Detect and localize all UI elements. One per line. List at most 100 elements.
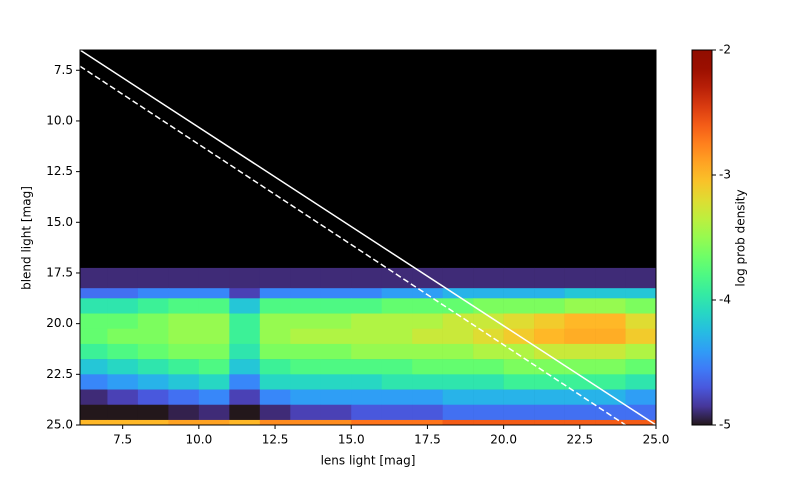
heatmap-cell (229, 313, 261, 330)
heatmap-cell (198, 359, 230, 375)
heatmap-cell (290, 359, 322, 375)
heatmap-cell (442, 298, 474, 314)
reference-line (79, 49, 657, 426)
heatmap-cell (259, 419, 291, 426)
heatmap-cell (137, 343, 169, 360)
heatmap-cell (381, 389, 413, 406)
heatmap-cell (442, 343, 474, 360)
heatmap-cell (381, 313, 413, 330)
reference-line (79, 65, 626, 426)
heatmap-cell (137, 359, 169, 375)
heatmap-cell (564, 298, 596, 314)
heatmap-cell (320, 374, 352, 390)
heatmap-cell (351, 288, 383, 299)
heatmap-cell (80, 267, 108, 289)
heatmap-cell (320, 288, 352, 299)
heatmap-cell (564, 359, 596, 375)
heatmap-cell (290, 288, 322, 299)
x-tick-label: 25.0 (643, 433, 670, 447)
heatmap-cell (229, 343, 261, 360)
x-tick-label: 7.5 (113, 433, 132, 447)
heatmap-cell (564, 374, 596, 390)
heatmap-cell (534, 359, 565, 375)
heatmap-cell (442, 267, 474, 289)
heatmap-cell (625, 374, 657, 390)
heatmap-cell (137, 288, 169, 299)
heatmap-cell (137, 328, 169, 345)
heatmap-cell (320, 389, 352, 406)
heatmap-cell (80, 328, 108, 345)
heatmap-cell (625, 267, 657, 289)
heatmap-cell (503, 419, 535, 426)
heatmap-cell (503, 404, 535, 421)
colorbar-tick-label: -4 (719, 293, 731, 307)
heatmap-cell (595, 298, 626, 314)
heatmap-cell (290, 298, 322, 314)
heatmap-cell (412, 267, 443, 289)
heatmap-cell (351, 313, 383, 330)
heatmap-cell (442, 419, 474, 426)
heatmap-cell (381, 419, 413, 426)
heatmap-cell (534, 267, 565, 289)
y-tick-label: 17.5 (46, 265, 73, 279)
y-tick-label: 15.0 (46, 215, 73, 229)
heatmap-cell (412, 389, 443, 406)
heatmap-cell (290, 267, 322, 289)
heatmap-cell (259, 328, 291, 345)
heatmap-cell (351, 343, 383, 360)
heatmap-cell (80, 374, 108, 390)
heatmap-cell (168, 359, 200, 375)
heatmap-cell (80, 343, 108, 360)
heatmap-cell (473, 374, 504, 390)
heatmap-cell (412, 374, 443, 390)
heatmap-cell (595, 328, 626, 345)
y-tick-label: 10.0 (46, 113, 73, 127)
heatmap-cell (107, 288, 139, 299)
heatmap-cell (412, 404, 443, 421)
heatmap-cell (198, 419, 230, 426)
heatmap-cell (229, 298, 261, 314)
heatmap-cell (503, 374, 535, 390)
heatmap-cell (168, 343, 200, 360)
heatmap-cell (473, 298, 504, 314)
heatmap-cell (290, 404, 322, 421)
heatmap-cell (503, 288, 535, 299)
heatmap-cell (198, 389, 230, 406)
heatmap-cell (534, 313, 565, 330)
colorbar-label: log prob density (734, 189, 748, 286)
heatmap-cell (320, 298, 352, 314)
heatmap-cell (595, 359, 626, 375)
heatmap-cell (473, 343, 504, 360)
heatmap-cell (107, 267, 139, 289)
heatmap-cell (381, 298, 413, 314)
heatmap-cell (412, 328, 443, 345)
x-tick-label: 20.0 (490, 433, 517, 447)
heatmap-cell (259, 343, 291, 360)
heatmap-cell (503, 267, 535, 289)
heatmap-cell (229, 404, 261, 421)
heatmap-cell (80, 288, 108, 299)
colorbar (691, 49, 713, 426)
heatmap-cell (229, 359, 261, 375)
heatmap-cell (351, 374, 383, 390)
heatmap-cell (412, 313, 443, 330)
heatmap-cell (320, 267, 352, 289)
heatmap-cell (564, 404, 596, 421)
heatmap-cell (473, 389, 504, 406)
heatmap-cell (320, 343, 352, 360)
heatmap-cell (229, 389, 261, 406)
heatmap-cell (320, 419, 352, 426)
heatmap-cell (198, 328, 230, 345)
heatmap-cell (351, 419, 383, 426)
heatmap-cell (259, 374, 291, 390)
heatmap-cell (564, 419, 596, 426)
heatmap-cell (503, 359, 535, 375)
heatmap-cell (198, 313, 230, 330)
x-tick-label: 12.5 (262, 433, 289, 447)
heatmap-cell (107, 343, 139, 360)
heatmap-cell (137, 419, 169, 426)
heatmap-cell (351, 359, 383, 375)
heatmap-cell (198, 343, 230, 360)
heatmap-cell (80, 359, 108, 375)
heatmap-cell (473, 419, 504, 426)
